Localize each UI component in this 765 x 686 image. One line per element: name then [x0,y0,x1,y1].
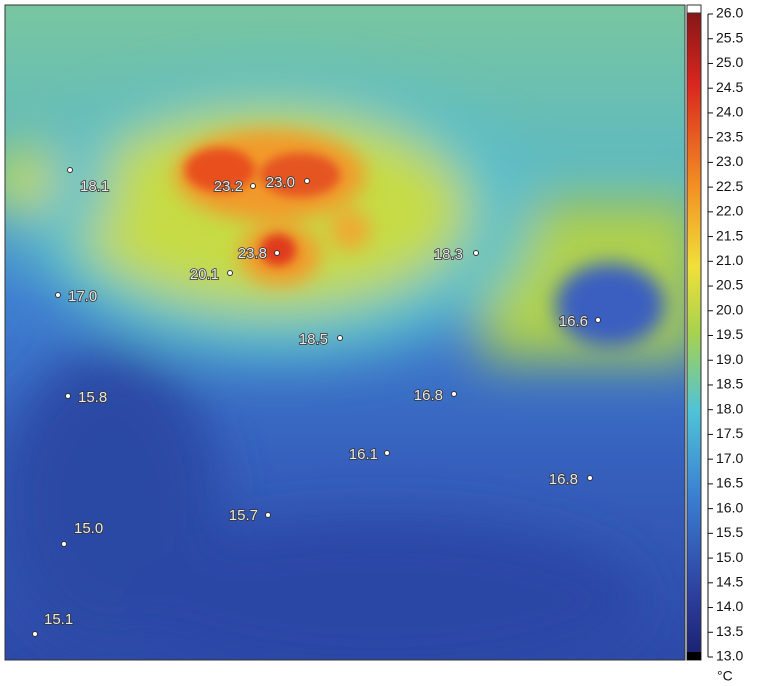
colorbar-label: 16.5 [716,475,743,491]
colorbar-label: 17.0 [716,450,743,466]
colorbar-label: 24.5 [716,79,743,95]
point-label: 18.1 [80,178,109,195]
point-marker [451,391,457,397]
colorbar-label: 13.0 [716,648,743,664]
point-marker [227,270,233,276]
thermal-image [5,5,685,660]
colorbar-label: 14.5 [716,574,743,590]
point-label: 20.1 [190,266,219,283]
point-marker [250,183,256,189]
colorbar-label: 23.0 [716,153,743,169]
colorbar-label: 25.0 [716,54,743,70]
point-label: 16.6 [559,313,588,330]
point-marker [304,178,310,184]
colorbar-label: 17.5 [716,425,743,441]
colorbar-label: 26.0 [716,5,743,21]
point-label: 18.3 [434,246,463,263]
colorbar-label: 19.5 [716,326,743,342]
colorbar-label: 23.5 [716,128,743,144]
point-marker [55,292,61,298]
point-label: 15.7 [229,507,258,524]
point-label: 23.8 [238,245,267,262]
point-marker [265,512,271,518]
point-label: 23.0 [266,174,295,191]
colorbar-label: 25.5 [716,29,743,45]
colorbar-label: 24.0 [716,104,743,120]
colorbar-cap [687,652,701,660]
colorbar-label: 21.0 [716,252,743,268]
colorbar-label: 20.5 [716,277,743,293]
point-label: 15.8 [78,389,107,406]
colorbar-label: 15.0 [716,549,743,565]
point-marker [473,250,479,256]
colorbar-label: 18.0 [716,400,743,416]
colorbar-label: 15.5 [716,524,743,540]
colorbar-label: 22.0 [716,203,743,219]
colorbar-label: 16.0 [716,499,743,515]
point-marker [32,631,38,637]
point-label: 18.5 [299,331,328,348]
colorbar-label: 19.0 [716,351,743,367]
colorbar-label: 18.5 [716,376,743,392]
point-label: 17.0 [68,288,97,305]
colorbar-label: 22.5 [716,178,743,194]
point-marker [384,450,390,456]
point-label: 15.0 [74,520,103,537]
colorbar-unit: °C [717,668,733,684]
point-marker [595,317,601,323]
point-marker [67,167,73,173]
point-label: 16.8 [549,471,578,488]
point-label: 16.8 [414,387,443,404]
point-marker [337,335,343,341]
image-frame [4,4,686,661]
point-label: 23.2 [214,178,243,195]
colorbar-label: 13.5 [716,623,743,639]
colorbar-label: 21.5 [716,227,743,243]
point-label: 15.1 [44,611,73,628]
point-label: 16.1 [349,446,378,463]
colorbar-label: 14.0 [716,598,743,614]
point-marker [274,250,280,256]
colorbar-label: 20.0 [716,301,743,317]
point-marker [587,475,593,481]
colorbar-cap [686,4,702,14]
point-marker [65,393,71,399]
point-marker [61,541,67,547]
colorbar [686,4,702,661]
